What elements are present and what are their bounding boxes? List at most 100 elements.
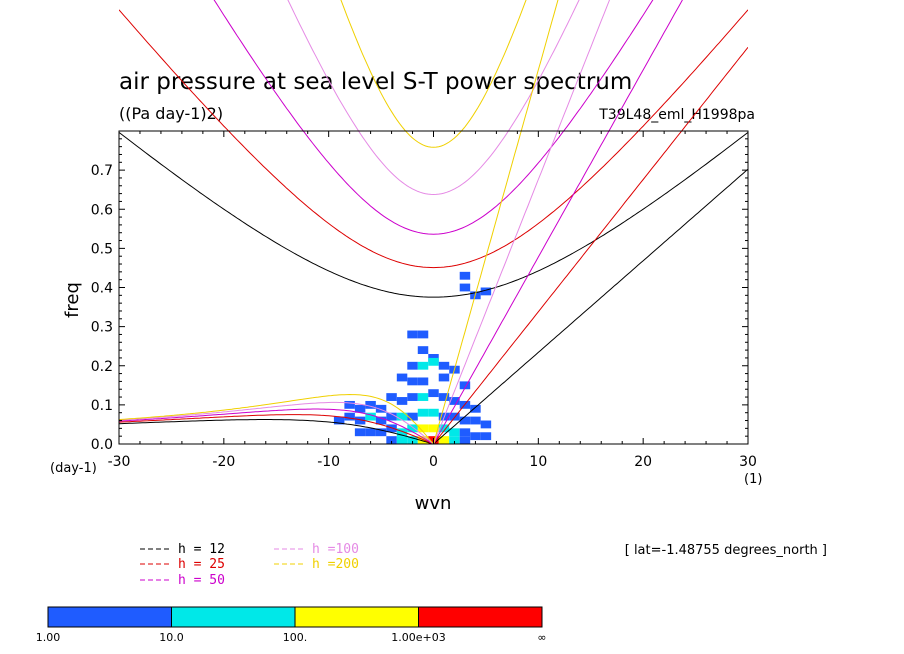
spectrum-cell (365, 428, 376, 437)
y-tick-label: 0.6 (91, 202, 113, 218)
spectrum-cell (480, 432, 492, 441)
legend-label: h = 12 (178, 542, 225, 557)
rossby-wave-curve (119, 408, 434, 444)
spectrum-cell (396, 412, 408, 421)
spectrum-cell (470, 404, 481, 413)
y-tick-label: 0.4 (91, 281, 113, 297)
color-bar: 1.00 10.0 100. 1.00e+03 ∞ (36, 606, 547, 644)
dispersion-curves (119, 0, 748, 444)
spectrum-cell (407, 436, 418, 444)
spectrum-cell (417, 393, 429, 401)
spectrum-cell (417, 346, 429, 355)
color-bar-label: 1.00e+03 (391, 631, 445, 644)
spectrum-cell (417, 377, 429, 386)
x-axis-label: wvn (415, 493, 452, 514)
rossby-wave-curve (119, 393, 434, 444)
spectrum-cell (438, 393, 450, 401)
spectrum-cell (470, 416, 481, 425)
kelvin-wave-curve (433, 0, 683, 444)
spectrum-cell (417, 361, 429, 370)
spectrum-cell (417, 330, 429, 339)
spectrum-cell (407, 361, 418, 370)
color-bar-label: 1.00 (36, 631, 61, 644)
spectrum-cell (449, 436, 460, 444)
spectrum-cell (333, 416, 345, 425)
y-unit-label: (day-1) (50, 461, 97, 476)
spectrum-cell (386, 424, 397, 433)
spectrum-cell (396, 397, 408, 405)
color-bar-segment (47, 606, 172, 628)
spectrum-cell (459, 416, 471, 425)
spectrum-cell (438, 373, 450, 382)
legend-label: h = 25 (178, 557, 225, 572)
y-tick-label: 0.7 (91, 163, 113, 179)
x-tick-label: 30 (739, 454, 757, 470)
legend-label: h =200 (312, 557, 359, 572)
latitude-note: [ lat=-1.48755 degrees_north ] (625, 543, 827, 558)
color-bar-segment (418, 606, 543, 628)
spectrum-cells (333, 271, 492, 444)
inertia-gravity-wave-curve (340, 0, 527, 148)
spectrum-cell (480, 287, 492, 296)
spectrum-cell (449, 428, 460, 437)
spectrum-cell (449, 412, 460, 421)
x-tick-label: -30 (108, 454, 131, 470)
rossby-wave-curve (119, 419, 434, 444)
y-tick-label: 0.3 (91, 320, 113, 336)
y-axis-label: freq (62, 282, 83, 318)
legend-label: h =100 (312, 542, 359, 557)
color-bar-label: 100. (283, 631, 308, 644)
spectrum-cell (438, 424, 450, 433)
color-bar-label: 10.0 (159, 631, 184, 644)
spectrum-cell (375, 428, 387, 437)
spectrum-cell (428, 424, 439, 433)
rossby-wave-curve (119, 414, 434, 444)
spectrum-cell (407, 424, 418, 433)
spectrum-cell (354, 404, 366, 413)
spectrum-cell (459, 381, 471, 390)
color-bar-label: ∞ (537, 631, 546, 644)
inertia-gravity-wave-curve (287, 0, 580, 196)
inertia-gravity-wave-curve (119, 9, 748, 269)
spectrum-cell (396, 373, 408, 382)
spectrum-cell (365, 400, 376, 409)
spectrum-cell (344, 400, 355, 409)
spectrum-cell (386, 412, 397, 421)
spectrum-cell (438, 436, 450, 444)
x-tick-label: -10 (317, 454, 340, 470)
color-bar-segment (171, 606, 296, 628)
y-tick-label: 0.5 (91, 241, 113, 257)
kelvin-wave-curve (433, 0, 559, 444)
spectrum-cell (407, 412, 418, 421)
spectrum-cell (459, 271, 471, 280)
x-unit-label: (1) (744, 472, 762, 487)
y-axis: 0.0 0.1 0.2 0.3 0.4 0.5 0.6 0.7 (91, 130, 748, 453)
y-tick-label: 0.0 (91, 437, 113, 453)
spectrum-cell (417, 408, 429, 417)
spectrum-cell (407, 393, 418, 401)
spectrum-cell (344, 412, 355, 421)
spectrum-cell (396, 436, 408, 444)
spectrum-cell (386, 436, 397, 444)
color-bar-segment (294, 606, 419, 628)
spectrum-cell (417, 424, 429, 433)
spectrum-cell (354, 416, 366, 425)
spectrum-cell (396, 428, 408, 437)
chart-units: ((Pa day-1)2) (119, 104, 223, 123)
spectrum-cell (470, 432, 481, 441)
y-tick-label: 0.1 (91, 398, 113, 414)
spectrum-cell (459, 283, 471, 292)
inertia-gravity-wave-curve (213, 0, 654, 235)
spectrum-cell (438, 361, 450, 370)
spectrum-cell (375, 404, 387, 413)
spectrum-cell (375, 416, 387, 425)
kelvin-wave-curve (433, 0, 611, 444)
spectrum-cell (386, 393, 397, 401)
x-axis: -30 -20 -10 0 10 20 30 (108, 131, 757, 470)
x-tick-label: 10 (529, 454, 547, 470)
spectrum-cell (365, 412, 376, 421)
rossby-wave-curve (119, 401, 434, 444)
spectrum-cell (428, 357, 439, 366)
spectrum-cell (407, 330, 418, 339)
